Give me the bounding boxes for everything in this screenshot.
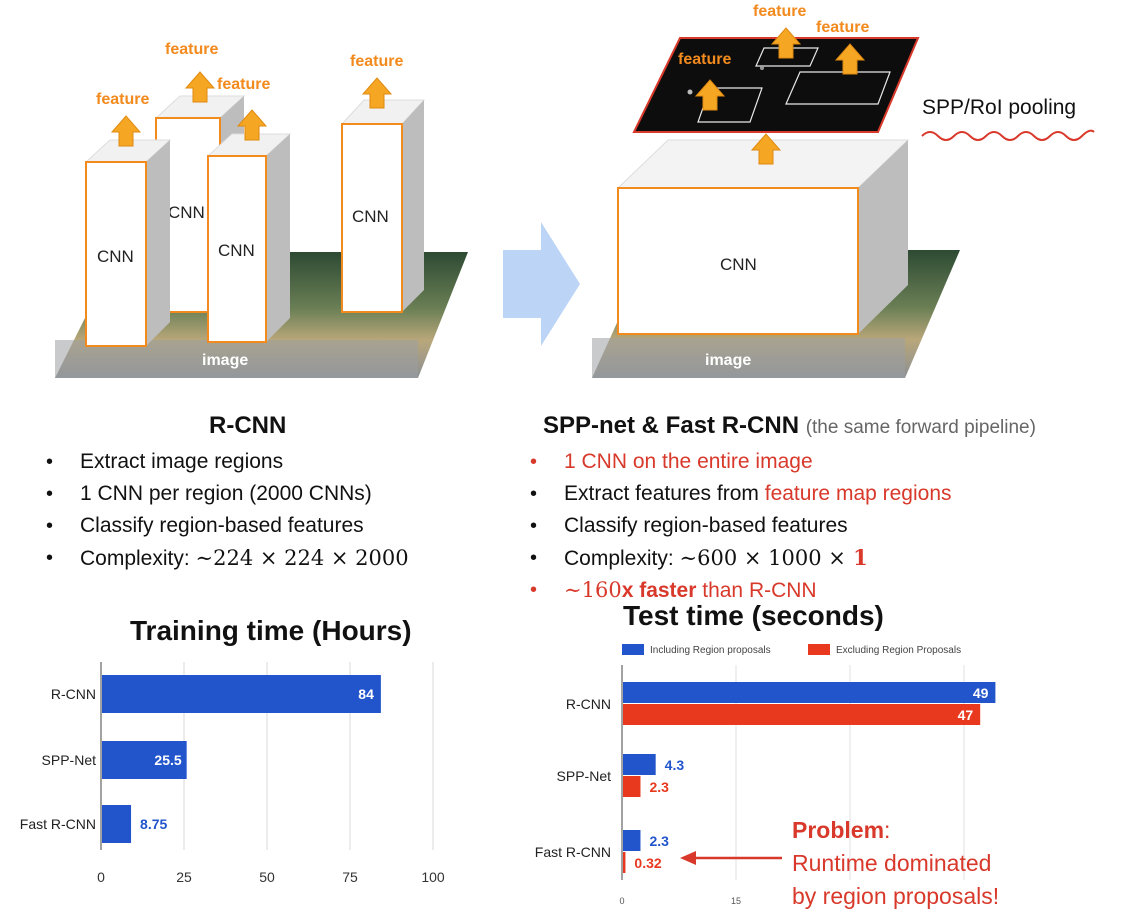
legend-label: Including Region proposals: [650, 645, 771, 656]
speedup-math: ∼160: [564, 578, 622, 602]
bar: [102, 741, 187, 779]
transition-arrow-icon: [503, 222, 580, 346]
data-label: 2.3: [649, 833, 669, 849]
bar: [623, 852, 626, 873]
problem-line-2: Runtime dominated: [792, 850, 992, 876]
data-label: 47: [958, 707, 974, 723]
fast-title-text: SPP-net & Fast R-CNN: [543, 412, 800, 439]
pointer-arrow-icon: [680, 851, 696, 865]
problem-label: Problem: [792, 817, 885, 843]
category-label: R-CNN: [566, 696, 611, 712]
data-label: 8.75: [140, 816, 167, 832]
problem-line-3: by region proposals!: [792, 883, 1000, 909]
category-label: R-CNN: [51, 686, 96, 702]
list-item: 1 CNN per region (2000 CNNs): [46, 478, 409, 510]
left-cnn-box-3: CNN: [206, 133, 292, 343]
data-label: 2.3: [649, 779, 669, 795]
feature-label: feature: [753, 3, 806, 20]
problem-line-1: Problem:: [792, 814, 999, 847]
cnn-label: CNN: [352, 207, 389, 226]
fast-subtitle: (the same forward pipeline): [805, 417, 1036, 438]
complexity-prefix: Complexity:: [564, 547, 680, 570]
x-tick-label: 15: [731, 896, 741, 906]
legend-swatch: [622, 644, 644, 655]
test-chart-title: Test time (seconds): [623, 600, 884, 631]
bullet-prefix: Extract features from: [564, 482, 765, 505]
data-label: 4.3: [665, 757, 685, 773]
category-label: Fast R-CNN: [20, 816, 96, 832]
data-label: 0.32: [634, 855, 661, 871]
highlight-text: feature map regions: [764, 482, 952, 505]
complexity-prefix: Complexity:: [80, 547, 196, 570]
feature-label: feature: [350, 53, 403, 70]
rcnn-bullet-list: Extract image regions 1 CNN per region (…: [46, 446, 409, 574]
fast-rcnn-bullet-list: 1 CNN on the entire image Extract featur…: [530, 446, 952, 606]
x-tick-label: 75: [342, 869, 358, 885]
feature-label: feature: [96, 91, 149, 108]
list-item: Complexity: ∼224 × 224 × 2000: [46, 542, 409, 574]
list-item: Classify region-based features: [46, 510, 409, 542]
rcnn-title: R-CNN: [209, 412, 287, 439]
complexity-formula: ∼600 × 1000 ×: [679, 546, 846, 570]
left-cnn-box-4: CNN: [340, 99, 426, 313]
right-image-label: image: [705, 352, 751, 369]
category-label: Fast R-CNN: [535, 844, 611, 860]
training-chart-title: Training time (Hours): [130, 615, 412, 646]
list-item: 1 CNN on the entire image: [530, 446, 952, 478]
category-label: SPP-Net: [42, 752, 97, 768]
problem-annotation: Problem: Runtime dominated by region pro…: [792, 814, 999, 913]
list-item: Classify region-based features: [530, 510, 952, 542]
speedup-rest: than R-CNN: [696, 579, 817, 602]
category-label: SPP-Net: [557, 768, 612, 784]
x-tick-label: 100: [421, 869, 445, 885]
list-item: Extract features from feature map region…: [530, 478, 952, 510]
bar: [102, 805, 132, 843]
squiggle-underline-icon: [921, 129, 1095, 141]
feature-label: feature: [816, 19, 869, 36]
cnn-label: CNN: [720, 255, 757, 274]
feature-label: feature: [165, 41, 218, 58]
speedup-bold: x faster: [621, 579, 697, 602]
data-label: 49: [973, 685, 989, 701]
spp-roi-pooling-label: SPP/RoI pooling: [922, 96, 1077, 119]
list-item: Complexity: ∼600 × 1000 × 1: [530, 542, 952, 574]
bar: [623, 704, 981, 725]
bar: [623, 682, 996, 703]
legend-label: Excluding Region Proposals: [836, 645, 961, 656]
fast-rcnn-title: SPP-net & Fast R-CNN (the same forward p…: [543, 412, 1036, 440]
complexity-one: 1: [845, 545, 868, 570]
feature-label: feature: [217, 76, 270, 93]
bar: [623, 754, 656, 775]
x-tick-label: 25: [176, 869, 192, 885]
x-tick-label: 0: [619, 896, 624, 906]
data-label: 25.5: [154, 752, 181, 768]
list-item: Extract image regions: [46, 446, 409, 478]
bar: [623, 776, 641, 797]
cnn-label: CNN: [218, 241, 255, 260]
bar: [102, 675, 381, 713]
problem-colon: :: [884, 817, 891, 843]
cnn-label: CNN: [97, 247, 134, 266]
left-cnn-box-1: CNN: [84, 139, 172, 347]
legend-swatch: [808, 644, 830, 655]
complexity-formula: ∼224 × 224 × 2000: [195, 546, 409, 570]
data-label: 84: [358, 686, 374, 702]
feature-label: feature: [678, 51, 731, 68]
list-item: ∼160x faster than R-CNN: [530, 574, 952, 606]
left-image-label: image: [202, 352, 248, 369]
x-tick-label: 0: [97, 869, 105, 885]
x-tick-label: 50: [259, 869, 275, 885]
cnn-label: CNN: [168, 203, 205, 222]
bar: [623, 830, 641, 851]
